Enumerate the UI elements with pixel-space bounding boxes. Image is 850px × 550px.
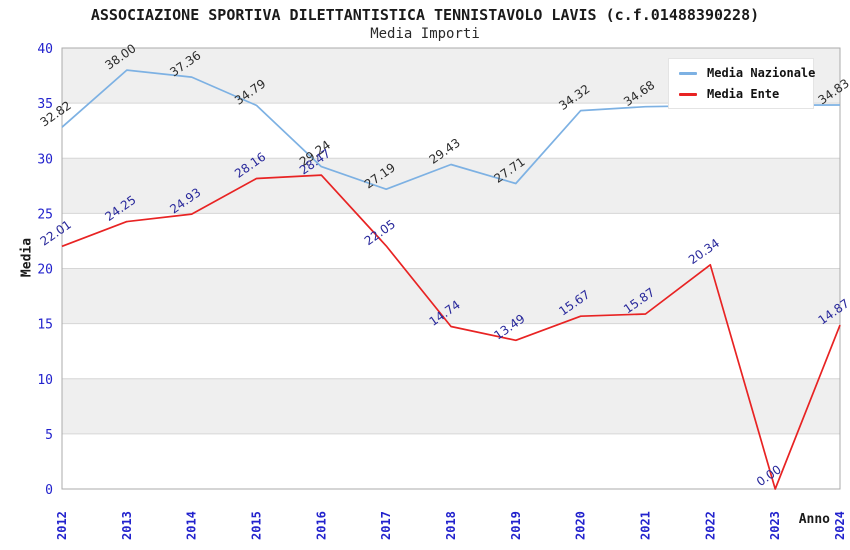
x-axis-title: Anno: [798, 512, 830, 527]
y-tick-label: 20: [37, 263, 53, 278]
y-tick-label: 15: [37, 318, 53, 333]
x-tick-label: 2013: [120, 511, 134, 540]
plot-band: [62, 158, 840, 214]
y-tick-label: 30: [37, 152, 53, 167]
x-tick-label: 2020: [574, 511, 588, 540]
y-tick-label: 40: [37, 42, 53, 57]
y-tick-label: 25: [37, 207, 53, 222]
x-tick-label: 2016: [314, 511, 328, 540]
legend: Media Nazionale Media Ente: [668, 58, 815, 109]
x-tick-label: 2019: [509, 511, 523, 540]
x-tick-label: 2018: [444, 511, 458, 540]
plot-band: [62, 268, 840, 324]
chart-title: ASSOCIAZIONE SPORTIVA DILETTANTISTICA TE…: [90, 6, 760, 24]
x-tick-label: 2017: [379, 511, 393, 540]
x-tick-label: 2022: [703, 511, 717, 540]
legend-item-media-nazionale: Media Nazionale: [679, 66, 815, 80]
legend-label-media-nazionale: Media Nazionale: [707, 66, 816, 80]
plot-band: [62, 378, 840, 434]
line-swatch-media-ente-icon: [679, 92, 697, 96]
x-tick-label: 2014: [185, 511, 199, 540]
y-tick-label: 10: [37, 373, 53, 388]
series-line-media-ente: [61, 174, 841, 490]
y-tick-label: 5: [45, 428, 53, 443]
x-tick-label: 2015: [250, 511, 264, 540]
x-tick-label: 2024: [833, 511, 847, 540]
legend-item-media-ente: Media Ente: [679, 87, 805, 101]
line-swatch-media-nazionale-icon: [679, 71, 697, 75]
x-tick-label: 2023: [768, 511, 782, 540]
y-tick-label: 35: [37, 97, 53, 112]
point-label: 0.00: [754, 462, 784, 489]
x-tick-label: 2012: [55, 511, 69, 540]
point-label: 22.05: [362, 217, 398, 248]
point-label: 20.34: [686, 236, 722, 267]
chart-subtitle: Media Importi: [370, 26, 480, 42]
legend-label-media-ente: Media Ente: [707, 87, 780, 101]
x-tick-label: 2021: [639, 511, 653, 540]
y-axis-title: Media: [19, 237, 35, 278]
y-tick-label: 0: [45, 483, 53, 498]
plot-border: [61, 47, 841, 490]
